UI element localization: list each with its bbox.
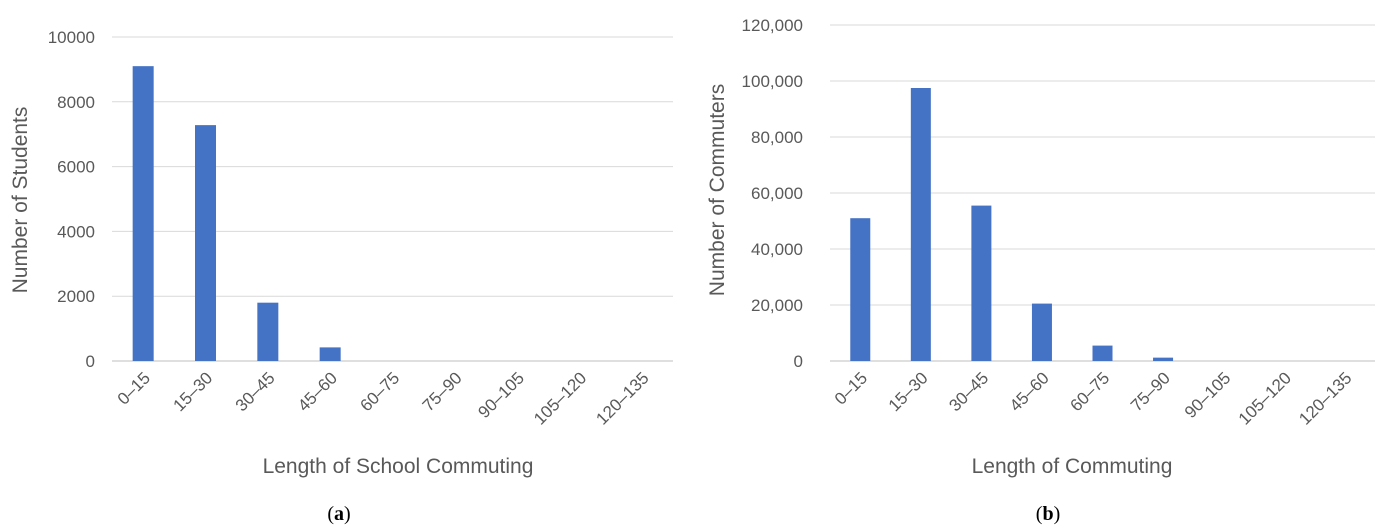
x-tick-label-a-7: 105–120 — [530, 368, 590, 428]
x-tick-label-a-4: 60–75 — [356, 368, 403, 415]
bar-a-1 — [195, 125, 216, 362]
y-axis-title-a: Number of Students — [9, 107, 32, 294]
bar-b-2 — [971, 205, 992, 361]
x-tick-label-b-8: 120–135 — [1295, 368, 1355, 428]
y-tick-labels-b: 0 20,000 40,000 60,000 80,000 100,000 120,000 — [742, 16, 803, 371]
y-tick-label-a-3: 6000 — [57, 158, 95, 177]
x-tick-label-a-3: 45–60 — [294, 368, 341, 415]
x-tick-label-b-0: 0–15 — [831, 368, 871, 408]
x-tick-label-a-0: 0–15 — [114, 368, 154, 408]
x-tick-label-a-8: 120–135 — [592, 368, 652, 428]
y-tick-label-b-6: 120,000 — [742, 16, 803, 35]
bar-b-4 — [1092, 345, 1113, 361]
y-tick-label-a-5: 10000 — [48, 28, 95, 47]
y-tick-label-a-2: 4000 — [57, 222, 95, 241]
x-tick-label-a-1: 15–30 — [169, 368, 216, 415]
x-axis-title-a: Length of School Commuting — [263, 455, 534, 478]
bar-b-3 — [1031, 303, 1052, 361]
x-tick-label-a-5: 75–90 — [419, 368, 466, 415]
x-tick-label-a-6: 90–105 — [474, 368, 528, 422]
x-tick-label-b-7: 105–120 — [1235, 368, 1295, 428]
bar-a-2 — [257, 302, 279, 361]
y-tick-label-b-1: 20,000 — [751, 296, 803, 315]
x-tick-label-b-1: 15–30 — [885, 368, 932, 415]
y-tick-label-b-4: 80,000 — [751, 128, 803, 147]
x-tick-label-b-2: 30–45 — [945, 368, 992, 415]
panel-label-a: (a) — [327, 503, 350, 525]
y-tick-label-b-5: 100,000 — [742, 72, 803, 91]
bars-b — [850, 88, 1174, 361]
bar-b-1 — [910, 88, 931, 361]
y-tick-label-a-0: 0 — [86, 352, 95, 371]
panel-label-b: (b) — [1036, 503, 1060, 525]
y-tick-label-b-2: 40,000 — [751, 240, 803, 259]
y-tick-labels-a: 0 2000 4000 6000 8000 10000 — [48, 28, 95, 371]
x-tick-labels-a: 0–15 15–30 30–45 45–60 60–75 75–90 90–105 105–1… — [114, 368, 653, 428]
chart-panel-a: 0 2000 4000 6000 8000 10000 0–15 15–30 30–45 45–… — [9, 28, 673, 525]
bar-b-0 — [850, 218, 871, 361]
y-tick-label-a-4: 8000 — [57, 93, 95, 112]
y-tick-label-b-3: 60,000 — [751, 184, 803, 203]
x-tick-label-b-4: 60–75 — [1066, 368, 1113, 415]
y-tick-label-b-0: 0 — [794, 352, 803, 371]
x-tick-label-b-5: 75–90 — [1127, 368, 1174, 415]
x-tick-label-a-2: 30–45 — [232, 368, 279, 415]
bars-a — [132, 66, 341, 362]
chart-panel-b: 020,00040,00060,00080,000100,000120,000 … — [706, 16, 1375, 525]
y-tick-label-a-1: 2000 — [57, 287, 95, 306]
bar-b-5 — [1153, 357, 1174, 361]
x-tick-label-b-3: 45–60 — [1006, 368, 1053, 415]
bar-a-0 — [132, 66, 154, 361]
x-axis-title-b: Length of Commuting — [972, 455, 1173, 478]
x-tick-label-b-6: 90–105 — [1181, 368, 1235, 422]
x-tick-labels-b: 0–15 15–30 30–45 45–60 60–75 75–90 90–105 105–1… — [831, 368, 1356, 428]
y-axis-title-b: Number of Commuters — [706, 84, 729, 296]
bar-a-3 — [319, 347, 341, 361]
